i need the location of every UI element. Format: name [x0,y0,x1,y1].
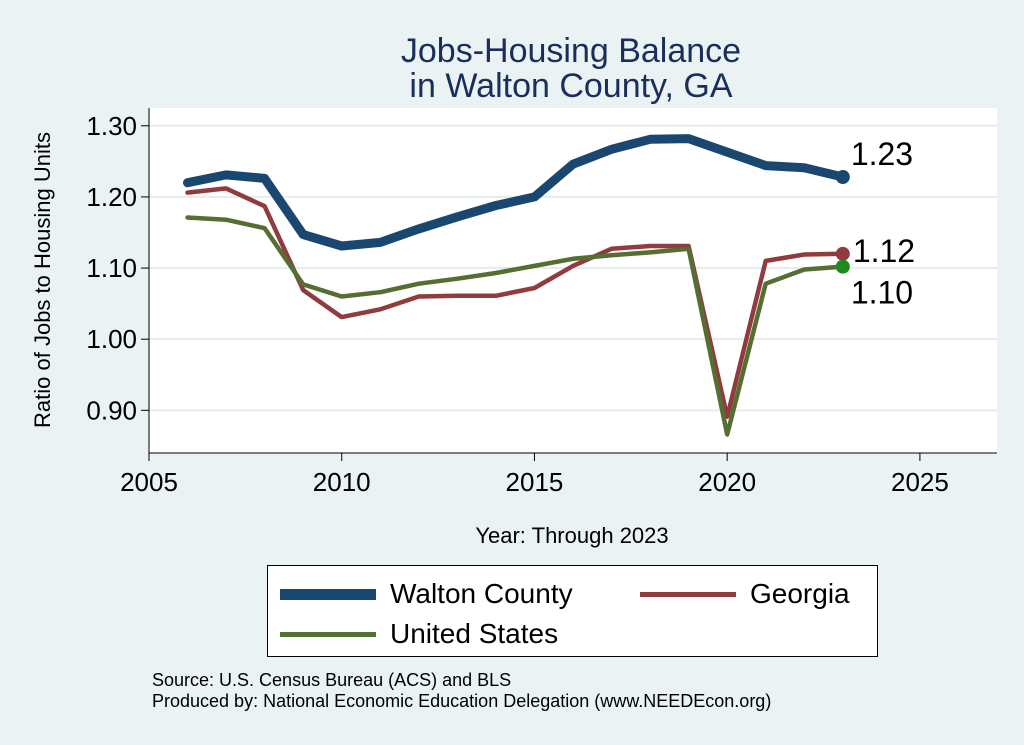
legend-label-united-states: United States [390,618,559,649]
end-label-walton-county: 1.23 [851,136,913,172]
x-tick-label: 2010 [313,467,371,497]
tick-labels: 0.90 1.00 1.10 1.20 1.30 2005 2010 2015 2020 2025 [86,111,948,497]
source-line: Source: U.S. Census Bureau (ACS) and BLS [152,670,512,690]
x-tick-label: 2015 [506,467,564,497]
legend-label-georgia: Georgia [750,578,850,609]
series-line-walton-county [183,134,848,251]
legend-item-united-states: United States [280,618,558,650]
legend-label-walton-county: Walton County [390,578,573,609]
legend-swatch-united-states [280,631,376,637]
legend-item-georgia: Georgia [640,578,850,610]
y-tick-label: 1.00 [86,324,137,354]
end-label-georgia: 1.12 [853,233,915,269]
y-tick-label: 0.90 [86,395,137,425]
x-tick-label: 2005 [120,467,178,497]
legend: Walton County Georgia United States [267,565,878,657]
end-marker-walton-county [835,170,850,184]
legend-swatch-walton-county [280,588,376,600]
series-layer [183,134,848,437]
x-tick-label: 2020 [698,467,756,497]
y-tick-label: 1.20 [86,182,137,212]
axes [141,108,997,461]
series-line-united-states [185,215,846,437]
y-tick-label: 1.30 [86,111,137,141]
chart-subtitle: in Walton County, GA [409,67,732,105]
x-tick-label: 2025 [891,467,949,497]
source-note: Source: U.S. Census Bureau (ACS) and BLS… [152,670,771,712]
legend-swatch-georgia [640,591,736,597]
legend-item-walton-county: Walton County [280,578,573,610]
end-marker-georgia [835,246,850,261]
producer-line: Produced by: National Economic Education… [152,691,772,711]
end-label-united-states: 1.10 [851,275,913,311]
x-axis-label: Year: Through 2023 [475,523,668,548]
y-tick-label: 1.10 [86,253,137,283]
end-labels: 1.23 1.12 1.10 [835,136,915,311]
end-marker-united-states [835,259,850,274]
y-axis-label: Ratio of Jobs to Housing Units [30,132,55,428]
chart-title: Jobs-Housing Balance [401,32,741,70]
